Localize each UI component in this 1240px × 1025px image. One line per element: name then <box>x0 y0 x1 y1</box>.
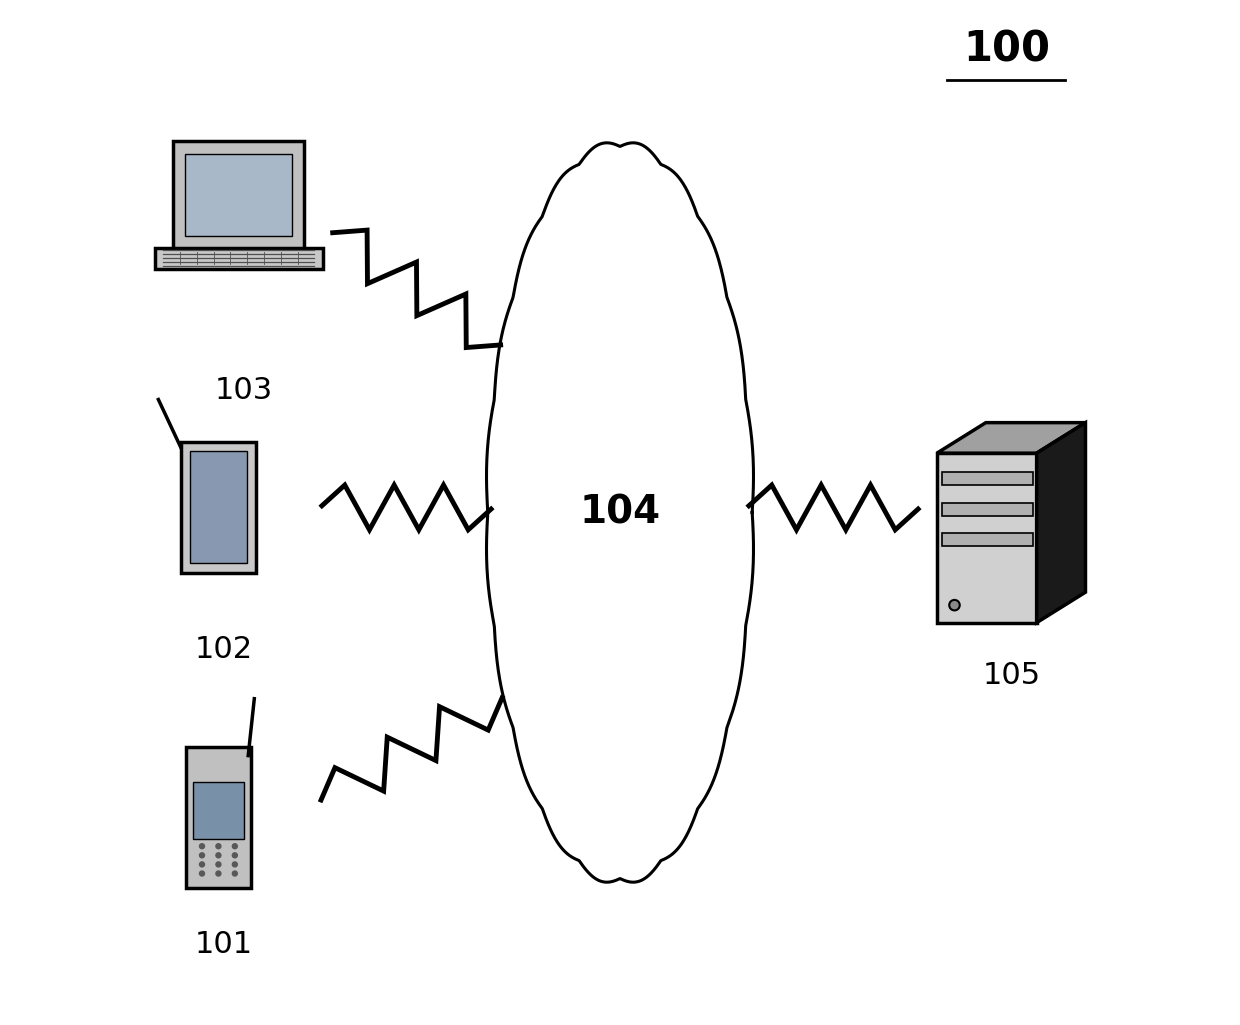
Polygon shape <box>941 533 1033 546</box>
Polygon shape <box>190 451 247 564</box>
Polygon shape <box>1037 422 1085 622</box>
Circle shape <box>950 600 960 611</box>
Polygon shape <box>181 442 257 573</box>
Circle shape <box>200 871 205 876</box>
Polygon shape <box>186 747 252 888</box>
Text: 104: 104 <box>579 493 661 532</box>
Text: 103: 103 <box>215 376 273 405</box>
Polygon shape <box>185 154 293 236</box>
Polygon shape <box>937 453 1037 622</box>
Circle shape <box>232 871 237 876</box>
Circle shape <box>200 853 205 858</box>
Circle shape <box>216 853 221 858</box>
Circle shape <box>216 862 221 867</box>
Circle shape <box>216 844 221 849</box>
Circle shape <box>232 853 237 858</box>
Circle shape <box>200 844 205 849</box>
Circle shape <box>216 871 221 876</box>
Circle shape <box>232 862 237 867</box>
Polygon shape <box>192 782 244 838</box>
Polygon shape <box>941 473 1033 485</box>
Text: 102: 102 <box>195 636 253 664</box>
Polygon shape <box>174 141 304 248</box>
Polygon shape <box>155 248 322 269</box>
Circle shape <box>232 844 237 849</box>
Text: 101: 101 <box>195 930 253 959</box>
Polygon shape <box>941 503 1033 516</box>
Polygon shape <box>486 142 754 883</box>
Text: 100: 100 <box>962 29 1050 71</box>
Polygon shape <box>937 422 1085 453</box>
Text: 105: 105 <box>982 661 1040 690</box>
Circle shape <box>200 862 205 867</box>
